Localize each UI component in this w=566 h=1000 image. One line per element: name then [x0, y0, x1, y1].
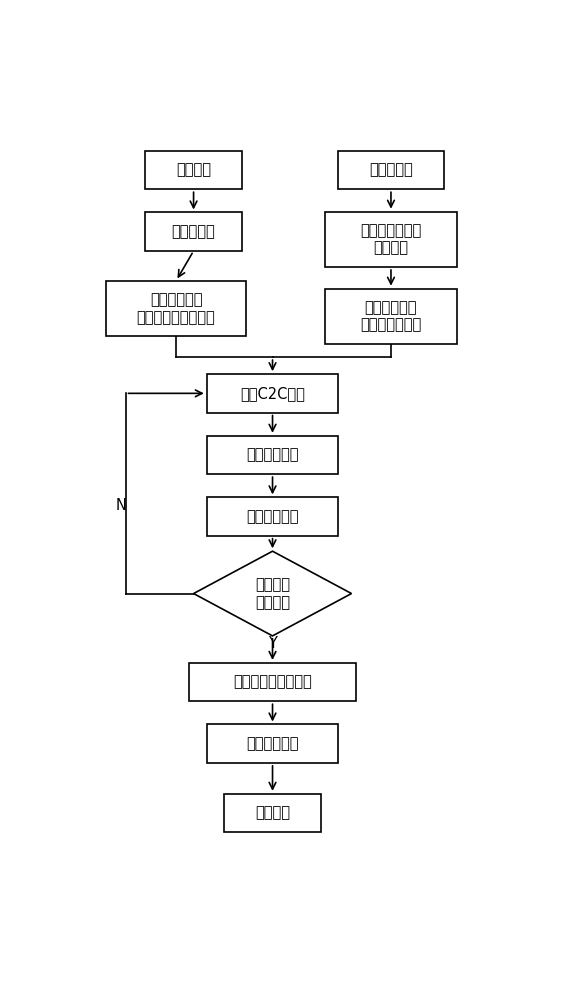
Bar [207, 497, 338, 536]
Text: Y: Y [268, 636, 277, 651]
Bar [224, 794, 321, 832]
Text: 提前一天上传
泊位空闲时间段: 提前一天上传 泊位空闲时间段 [361, 300, 422, 333]
Text: 提前一天上传
泊车需求地点时间段: 提前一天上传 泊车需求地点时间段 [136, 292, 216, 325]
Bar [207, 436, 338, 474]
Text: 停车需求
是否满足: 停车需求 是否满足 [255, 577, 290, 610]
Bar [106, 281, 246, 336]
Text: 支付模式: 支付模式 [255, 806, 290, 820]
Text: 数据库预先存储
泊位地址: 数据库预先存储 泊位地址 [361, 223, 422, 256]
Text: 提前预约: 提前预约 [176, 163, 211, 178]
Text: 告知提供者和需求者: 告知提供者和需求者 [233, 675, 312, 690]
Text: N: N [116, 497, 127, 512]
Bar [207, 724, 338, 763]
Text: 消息提醒双方: 消息提醒双方 [246, 509, 299, 524]
Text: 泊位使用者: 泊位使用者 [171, 224, 216, 239]
Polygon shape [194, 551, 351, 636]
Text: 匹配供需信息: 匹配供需信息 [246, 447, 299, 462]
Bar [325, 289, 457, 344]
Text: 使用共享泊位: 使用共享泊位 [246, 736, 299, 751]
Bar [325, 212, 457, 267]
Text: 上传C2C平台: 上传C2C平台 [240, 386, 305, 401]
Bar [189, 663, 356, 701]
Bar [145, 151, 242, 189]
Bar [145, 212, 242, 251]
Text: 泊位提供者: 泊位提供者 [369, 163, 413, 178]
Bar [207, 374, 338, 413]
Bar [338, 151, 444, 189]
